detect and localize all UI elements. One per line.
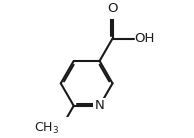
Text: O: O — [107, 2, 118, 15]
Text: N: N — [95, 99, 104, 112]
Text: CH$_3$: CH$_3$ — [34, 121, 60, 136]
Text: OH: OH — [134, 32, 155, 45]
